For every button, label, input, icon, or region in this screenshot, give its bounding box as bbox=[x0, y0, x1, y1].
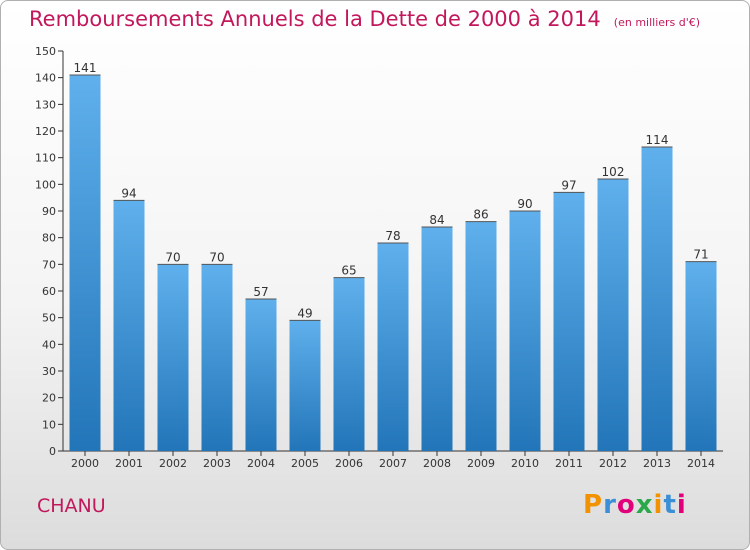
bar-value-label: 114 bbox=[646, 133, 669, 147]
bar bbox=[289, 320, 321, 451]
bar bbox=[157, 264, 189, 451]
y-tick-label: 20 bbox=[42, 392, 56, 405]
x-tick-label: 2001 bbox=[115, 457, 143, 470]
bar-value-label: 57 bbox=[253, 285, 268, 299]
bar-value-label: 49 bbox=[297, 306, 312, 320]
proxiti-logo: Proxiti bbox=[583, 490, 687, 520]
bar-value-label: 102 bbox=[602, 165, 625, 179]
bar-value-label: 86 bbox=[473, 208, 488, 222]
chart-title: Remboursements Annuels de la Dette de 20… bbox=[29, 7, 601, 31]
bar bbox=[465, 221, 497, 451]
x-tick-label: 2012 bbox=[599, 457, 627, 470]
x-tick-label: 2013 bbox=[643, 457, 671, 470]
y-tick-label: 60 bbox=[42, 285, 56, 298]
logo-letter: P bbox=[583, 490, 604, 520]
x-tick-label: 2009 bbox=[467, 457, 495, 470]
x-tick-label: 2000 bbox=[71, 457, 99, 470]
bar bbox=[113, 200, 145, 451]
x-tick-label: 2006 bbox=[335, 457, 363, 470]
logo-letter: i bbox=[653, 490, 664, 520]
bar bbox=[509, 211, 541, 451]
y-tick-label: 110 bbox=[35, 152, 56, 165]
logo-letter: i bbox=[676, 490, 687, 520]
chart-title-block: Remboursements Annuels de la Dette de 20… bbox=[29, 7, 700, 31]
bar-value-label: 78 bbox=[385, 229, 400, 243]
y-tick-label: 100 bbox=[35, 178, 56, 191]
bar bbox=[333, 277, 365, 451]
bar bbox=[597, 179, 629, 451]
x-tick-label: 2010 bbox=[511, 457, 539, 470]
x-tick-label: 2002 bbox=[159, 457, 187, 470]
y-tick-label: 70 bbox=[42, 258, 56, 271]
x-tick-label: 2004 bbox=[247, 457, 275, 470]
bar bbox=[685, 261, 717, 451]
bar-value-label: 90 bbox=[517, 197, 532, 211]
logo-letter: o bbox=[616, 490, 636, 520]
bar-value-label: 71 bbox=[693, 248, 708, 262]
bar-value-label: 141 bbox=[74, 61, 97, 75]
x-tick-label: 2003 bbox=[203, 457, 231, 470]
bar bbox=[69, 75, 101, 451]
y-tick-label: 90 bbox=[42, 205, 56, 218]
bar-value-label: 97 bbox=[561, 178, 576, 192]
commune-name: CHANU bbox=[37, 495, 106, 517]
y-tick-label: 150 bbox=[35, 45, 56, 58]
bar bbox=[421, 227, 453, 451]
x-tick-label: 2014 bbox=[687, 457, 715, 470]
bar bbox=[641, 147, 673, 451]
y-tick-label: 10 bbox=[42, 418, 56, 431]
bar bbox=[553, 192, 585, 452]
bar bbox=[377, 243, 409, 451]
y-tick-label: 140 bbox=[35, 72, 56, 85]
bar-value-label: 70 bbox=[209, 250, 224, 264]
bar-value-label: 94 bbox=[121, 186, 136, 200]
bar-value-label: 84 bbox=[429, 213, 444, 227]
x-tick-label: 2007 bbox=[379, 457, 407, 470]
bar bbox=[245, 299, 277, 451]
y-tick-label: 50 bbox=[42, 312, 56, 325]
bar bbox=[201, 264, 233, 451]
x-tick-label: 2005 bbox=[291, 457, 319, 470]
logo-letter: r bbox=[603, 490, 617, 520]
y-tick-label: 80 bbox=[42, 232, 56, 245]
x-tick-label: 2008 bbox=[423, 457, 451, 470]
y-tick-label: 130 bbox=[35, 98, 56, 111]
y-tick-label: 30 bbox=[42, 365, 56, 378]
y-tick-label: 0 bbox=[49, 445, 56, 458]
bar-value-label: 65 bbox=[341, 264, 356, 278]
chart-subtitle: (en milliers d'€) bbox=[613, 16, 701, 29]
y-tick-label: 120 bbox=[35, 125, 56, 138]
logo-letter: t bbox=[663, 490, 677, 520]
x-tick-label: 2011 bbox=[555, 457, 583, 470]
y-tick-label: 40 bbox=[42, 338, 56, 351]
bar-value-label: 70 bbox=[165, 250, 180, 264]
logo-letter: x bbox=[635, 490, 654, 520]
